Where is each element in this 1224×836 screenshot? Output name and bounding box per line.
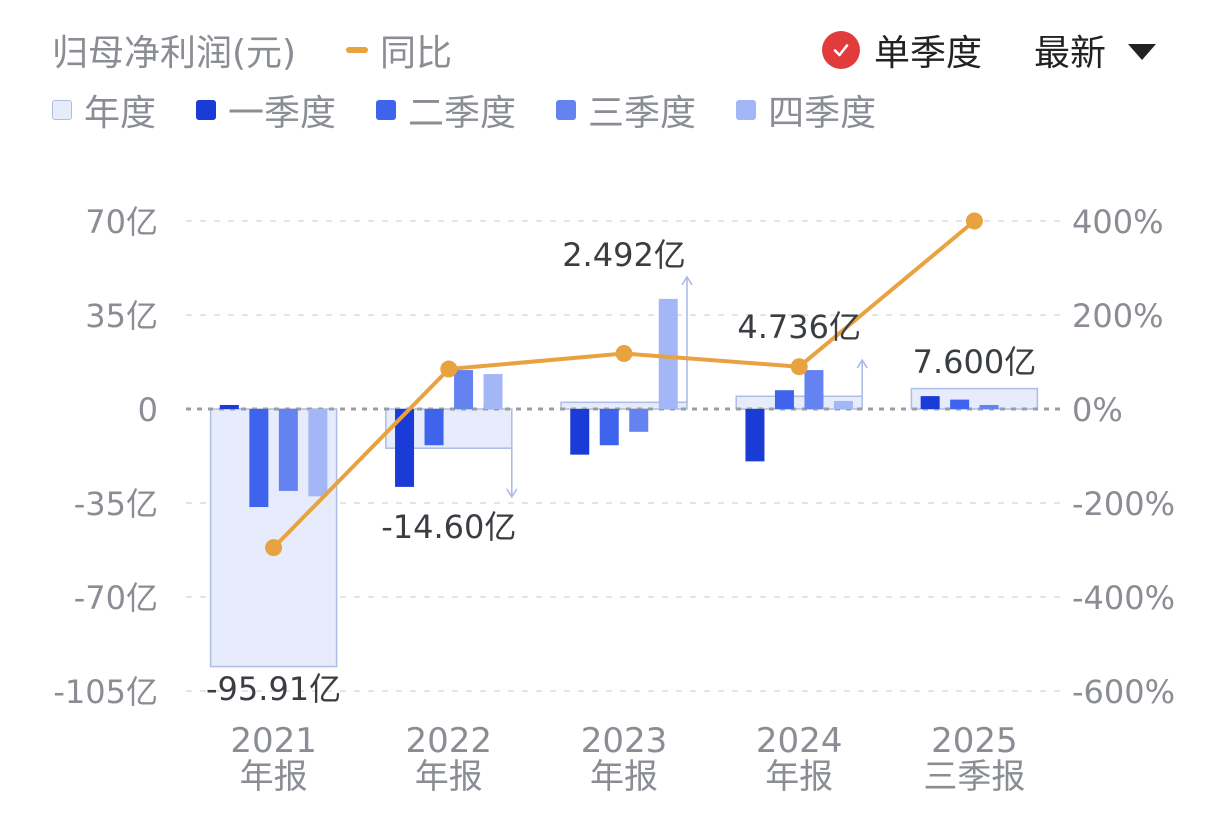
q1-bar[interactable] [395, 409, 415, 487]
legend-item-q4[interactable]: 四季度 [736, 84, 876, 136]
left-tick-label: -70亿 [74, 579, 158, 617]
right-tick-label: -200% [1072, 485, 1175, 523]
legend-swatch-icon [736, 100, 757, 120]
annual-bar[interactable] [735, 395, 863, 410]
yoy-point[interactable] [965, 212, 983, 230]
yoy-point[interactable] [790, 358, 808, 376]
left-tick-label: -105亿 [53, 673, 158, 711]
chart-header: 归母净利润(元) 同比 单季度 最新 [0, 0, 1224, 80]
annual-bar[interactable] [910, 387, 1039, 410]
legend-label: 年度 [84, 93, 157, 134]
q2-bar[interactable] [599, 409, 619, 446]
check-circle-icon [822, 31, 860, 69]
q2-bar[interactable] [249, 409, 269, 508]
legend-swatch-icon [52, 100, 72, 120]
q4-bar[interactable] [833, 400, 853, 409]
x-tick-year: 2025 [931, 721, 1018, 761]
right-axis: 400% 200% 0% -200% -400% -600% [1072, 203, 1175, 711]
arrow-head-icon [856, 358, 868, 369]
yoy-point[interactable] [265, 539, 283, 557]
quarter-bars [219, 298, 999, 508]
annual-value-label: 4.736亿 [737, 308, 861, 346]
line-swatch-icon [346, 47, 368, 53]
q2-bar[interactable] [424, 409, 444, 446]
legend-label: 四季度 [768, 93, 877, 134]
arrow-head-icon [506, 488, 518, 499]
latest-dropdown[interactable]: 最新 [1034, 24, 1157, 76]
latest-label: 最新 [1034, 33, 1107, 74]
annual-arrows [506, 275, 868, 499]
legend-swatch-icon [196, 100, 217, 120]
right-tick-label: -600% [1072, 673, 1175, 711]
q4-bar[interactable] [483, 374, 503, 409]
annual-value-label: 7.600亿 [913, 343, 1037, 381]
x-tick-report: 年报 [590, 757, 658, 797]
legend-item-q1[interactable]: 一季度 [196, 84, 336, 136]
annual-value-labels: -95.91亿 -14.60亿 2.492亿 4.736亿 7.600亿 [206, 236, 1036, 708]
yoy-point[interactable] [615, 345, 633, 363]
annual-bars [209, 387, 1039, 668]
left-tick-label: 35亿 [85, 297, 158, 335]
q1-bar[interactable] [745, 409, 765, 462]
left-axis: 70亿 35亿 0 -35亿 -70亿 -105亿 [53, 203, 158, 711]
legend-label: 三季度 [588, 93, 697, 134]
single-quarter-label: 单季度 [874, 33, 983, 74]
legend-item-yoy[interactable]: 同比 [346, 24, 452, 76]
annual-value-label: -95.91亿 [206, 670, 341, 708]
annual-value-label: -14.60亿 [381, 508, 516, 546]
yoy-legend-label: 同比 [380, 33, 453, 74]
q1-bar[interactable] [570, 409, 590, 455]
metric-title: 归母净利润(元) [52, 33, 297, 74]
legend-item-q2[interactable]: 二季度 [376, 84, 516, 136]
x-tick-year: 2021 [230, 721, 317, 761]
x-tick-year: 2024 [756, 721, 843, 761]
annual-value-label: 2.492亿 [562, 236, 686, 274]
x-tick-year: 2023 [581, 721, 668, 761]
q3-bar[interactable] [629, 409, 649, 432]
right-tick-label: 0% [1072, 391, 1123, 429]
q3-bar[interactable] [278, 409, 298, 491]
left-tick-label: 70亿 [85, 203, 158, 241]
left-tick-label: -35亿 [74, 485, 158, 523]
single-quarter-toggle[interactable]: 单季度 [822, 24, 982, 76]
legend-item-annual[interactable]: 年度 [52, 84, 156, 136]
q3-bar[interactable] [454, 370, 474, 409]
x-tick-report: 年报 [765, 757, 833, 797]
x-tick-report: 年报 [240, 757, 308, 797]
arrow-head-icon [681, 275, 693, 286]
legend-swatch-icon [376, 100, 397, 120]
x-tick-report: 三季报 [923, 757, 1025, 797]
right-tick-label: 200% [1072, 297, 1163, 335]
caret-down-icon [1128, 44, 1157, 60]
right-tick-label: 400% [1072, 203, 1163, 241]
legend-item-q3[interactable]: 三季度 [556, 84, 696, 136]
x-tick-year: 2022 [406, 721, 493, 761]
x-tick-report: 年报 [415, 757, 483, 797]
annual-bar[interactable] [560, 401, 688, 410]
left-tick-label: 0 [138, 391, 158, 429]
q4-bar[interactable] [308, 409, 328, 497]
q4-bar[interactable] [658, 298, 678, 409]
legend-label: 一季度 [228, 93, 337, 134]
right-tick-label: -400% [1072, 579, 1175, 617]
legend-swatch-icon [556, 100, 577, 120]
yoy-line-series [265, 212, 983, 557]
q1-bar[interactable] [219, 404, 239, 409]
q3-bar[interactable] [804, 370, 824, 409]
q2-bar[interactable] [950, 399, 970, 409]
legend: 年度 一季度 二季度 三季度 四季度 [52, 84, 916, 136]
q1-bar[interactable] [920, 396, 940, 409]
q2-bar[interactable] [774, 390, 794, 409]
legend-label: 二季度 [408, 93, 517, 134]
q3-bar[interactable] [979, 404, 999, 409]
yoy-point[interactable] [440, 360, 458, 378]
